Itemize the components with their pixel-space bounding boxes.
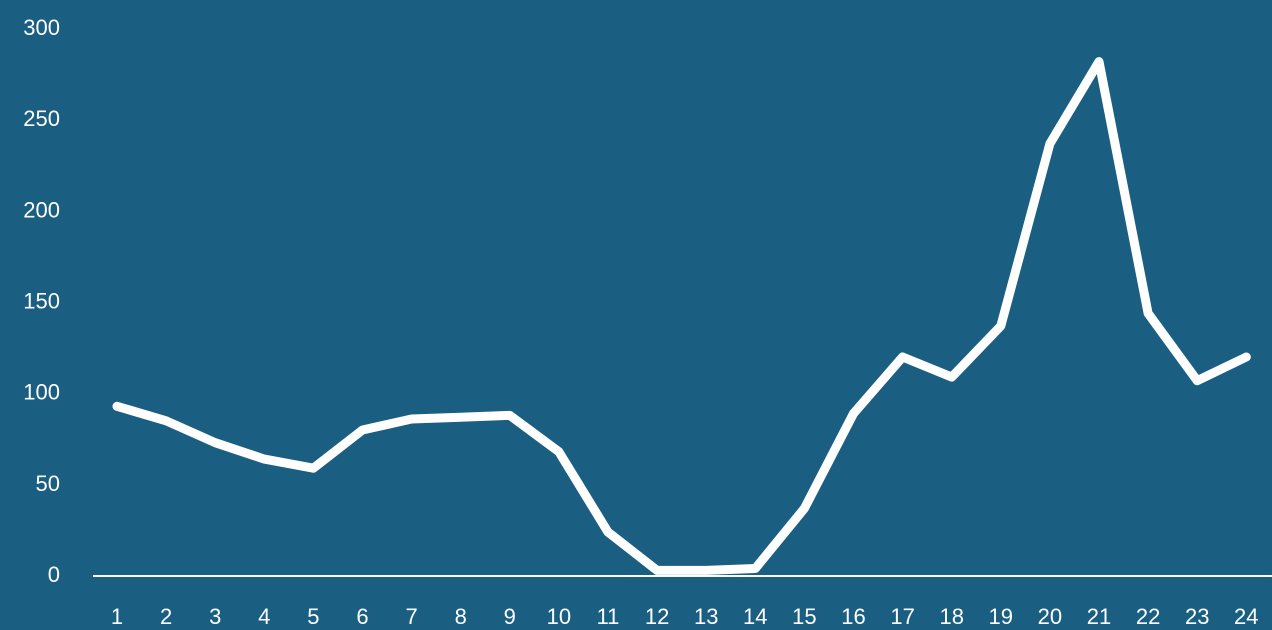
x-tick-label: 8 — [455, 604, 467, 629]
x-tick-label: 22 — [1136, 604, 1160, 629]
x-tick-label: 16 — [841, 604, 865, 629]
x-tick-label: 10 — [547, 604, 571, 629]
drop-lines — [116, 61, 1248, 574]
x-tick-label: 20 — [1038, 604, 1062, 629]
x-tick-label: 15 — [792, 604, 816, 629]
y-axis: 0 50 100 150 200 250 300 — [23, 15, 60, 587]
x-tick-label: 24 — [1234, 604, 1258, 629]
x-tick-label: 6 — [356, 604, 368, 629]
x-axis: 1 2 3 4 5 6 7 8 9 10 11 12 13 14 15 16 17 18 19 20 21 22 23 24 — [111, 604, 1259, 629]
x-tick-label: 23 — [1185, 604, 1209, 629]
x-tick-label: 14 — [743, 604, 767, 629]
y-tick-label: 250 — [23, 106, 60, 131]
y-tick-label: 200 — [23, 197, 60, 222]
x-tick-label: 1 — [111, 604, 123, 629]
x-tick-label: 12 — [645, 604, 669, 629]
series-line — [112, 57, 1251, 575]
y-tick-label: 50 — [36, 471, 60, 496]
x-tick-label: 17 — [890, 604, 914, 629]
x-tick-label: 5 — [307, 604, 319, 629]
x-tick-label: 18 — [939, 604, 963, 629]
x-tick-label: 7 — [405, 604, 417, 629]
y-tick-label: 100 — [23, 380, 60, 405]
x-tick-label: 4 — [258, 604, 270, 629]
x-tick-label: 9 — [504, 604, 516, 629]
x-tick-label: 21 — [1087, 604, 1111, 629]
x-tick-label: 19 — [989, 604, 1013, 629]
x-tick-label: 13 — [694, 604, 718, 629]
x-tick-label: 3 — [209, 604, 221, 629]
y-tick-label: 0 — [48, 562, 60, 587]
y-tick-label: 150 — [23, 289, 60, 314]
y-tick-label: 300 — [23, 15, 60, 40]
x-tick-label: 2 — [160, 604, 172, 629]
x-tick-label: 11 — [597, 604, 620, 629]
